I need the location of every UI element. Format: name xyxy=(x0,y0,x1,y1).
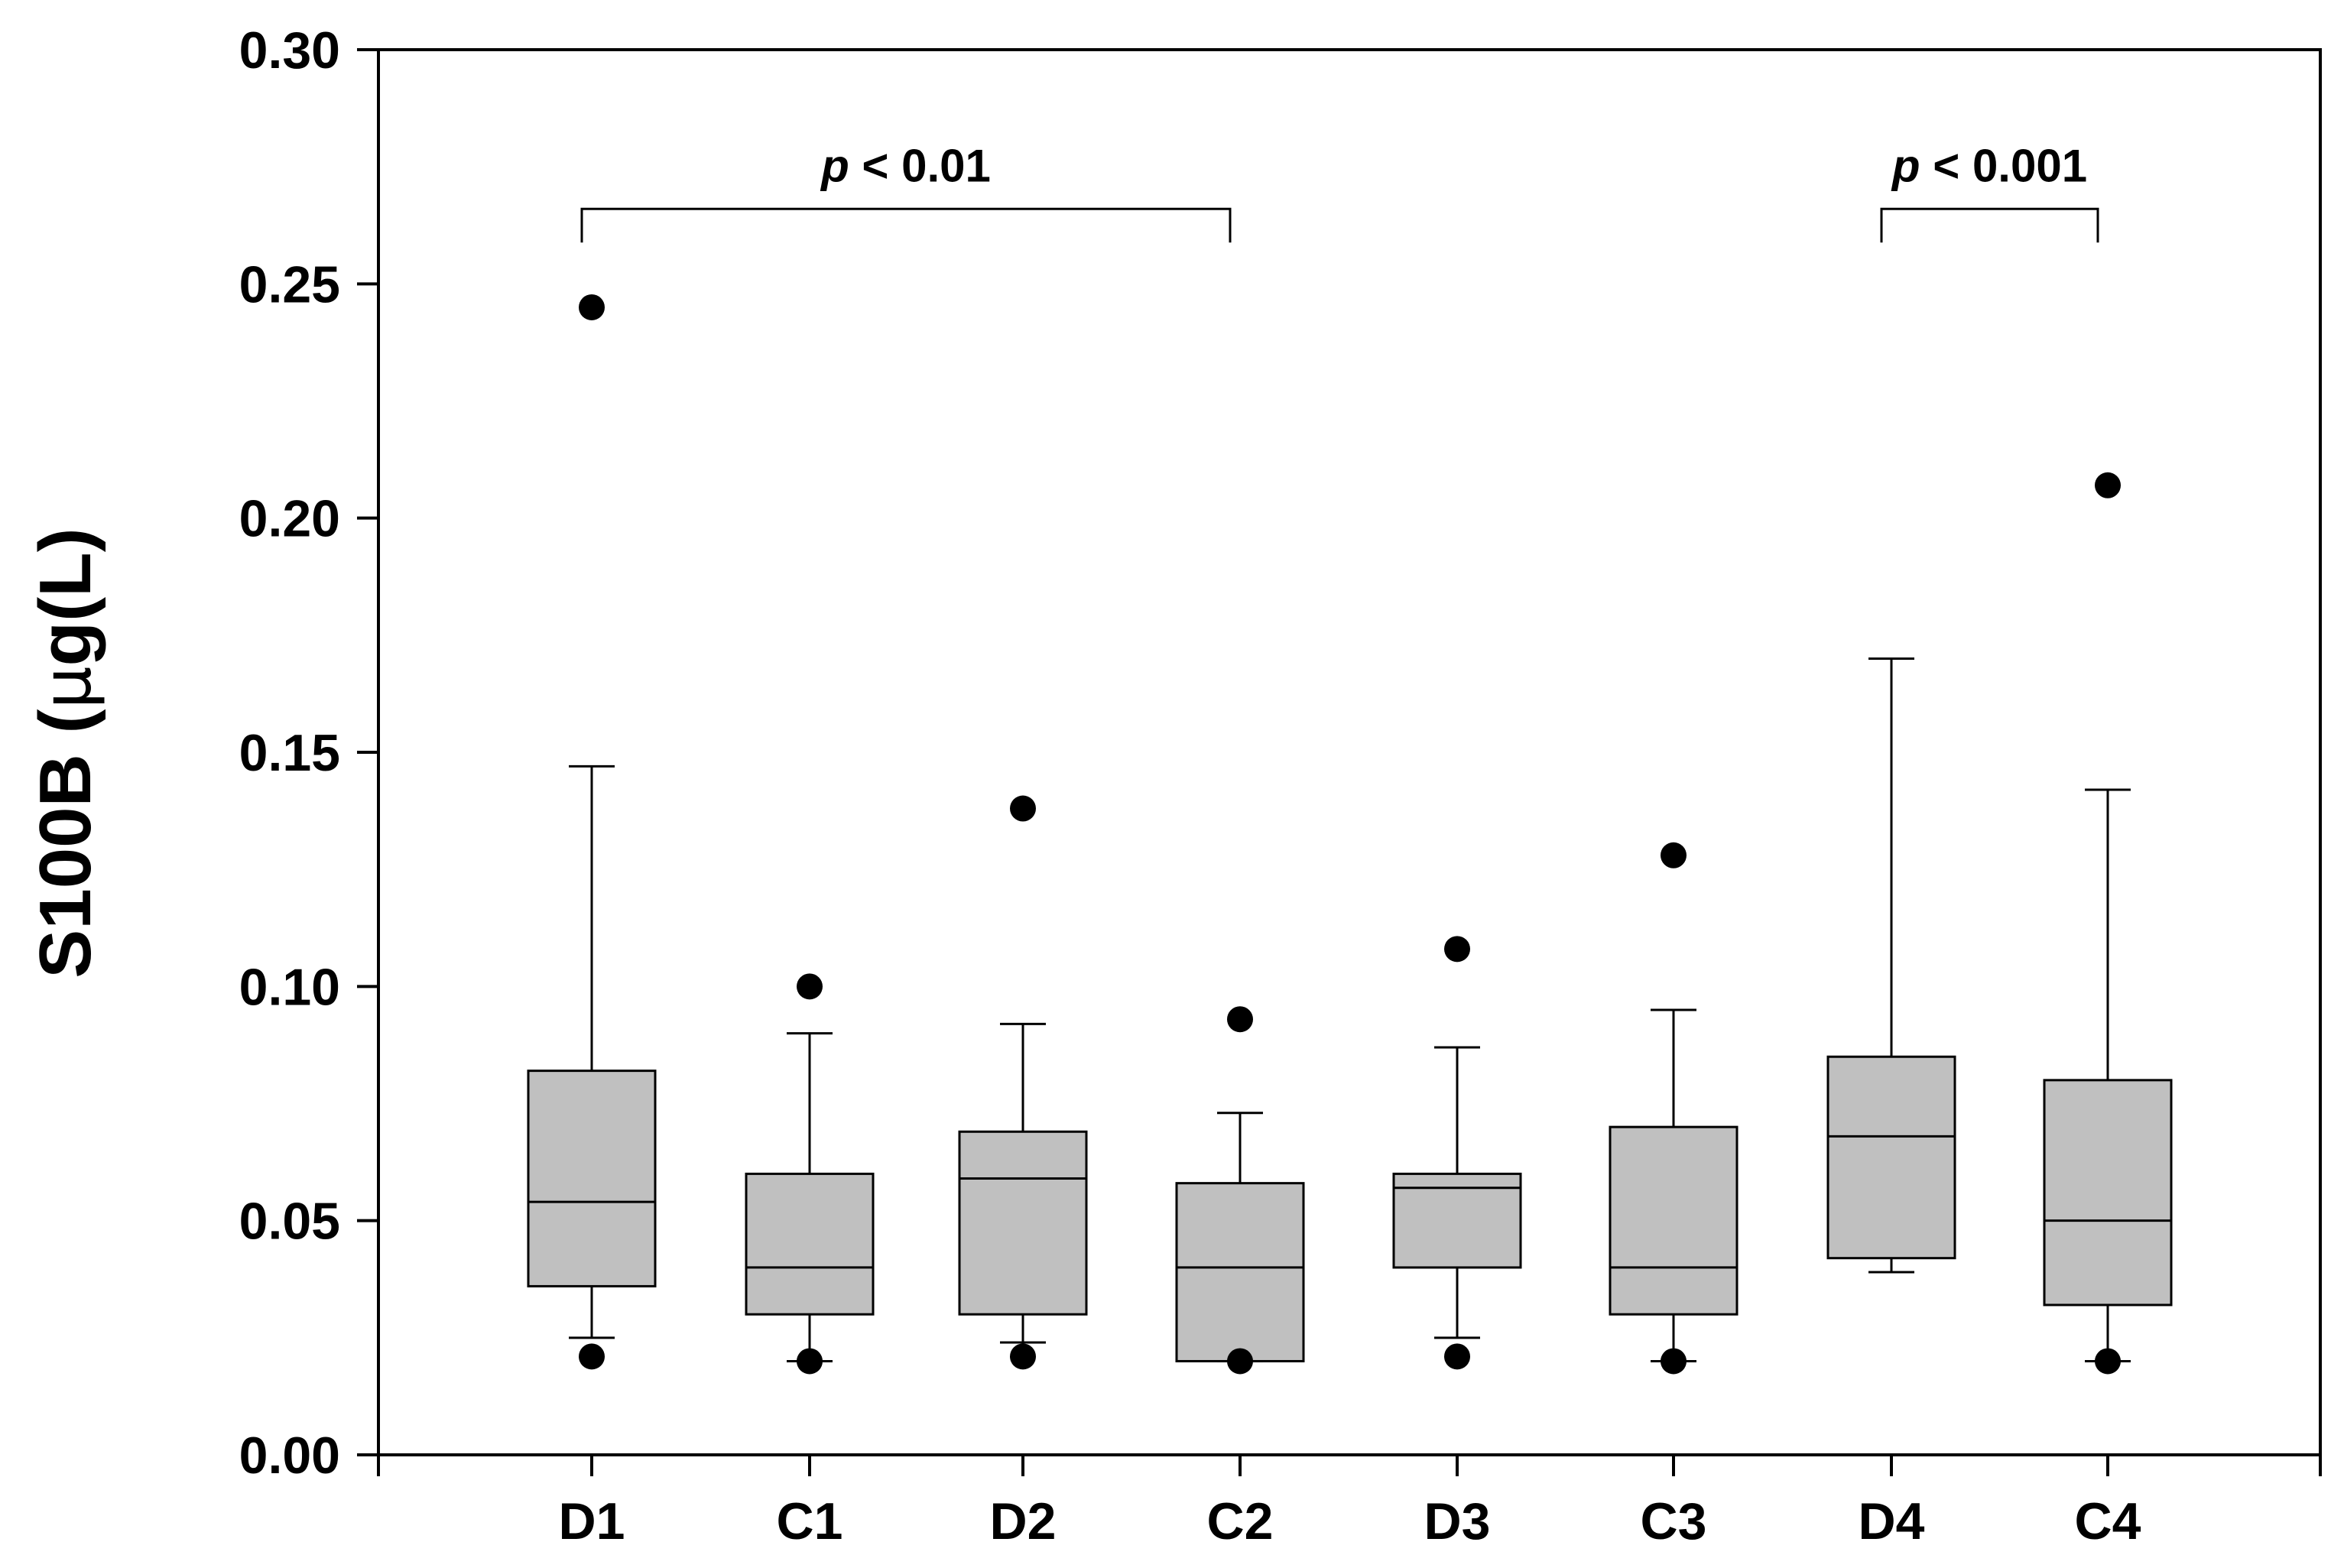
x-category-label: C3 xyxy=(1641,1492,1707,1550)
y-axis-title-main: S100B ( xyxy=(24,709,106,978)
x-category-label: C1 xyxy=(777,1492,843,1550)
outlier-point xyxy=(1010,1343,1036,1370)
y-axis-title-rest: g(L) xyxy=(24,528,106,666)
x-category-label: D3 xyxy=(1424,1492,1491,1550)
iqr-box xyxy=(958,1130,1088,1316)
box-D1 xyxy=(527,294,657,1370)
significance-p: p xyxy=(820,140,849,191)
labels: 0.00 0.05 0.10 0.15 0.20 0.25 0.30 D1 C1 D2 C2 D3 C3… xyxy=(24,21,2141,1550)
box-D4 xyxy=(1826,657,1956,1274)
significance-label: p < 0.01 xyxy=(820,140,991,191)
outlier-point xyxy=(1010,795,1036,822)
iqr-box xyxy=(1826,1055,1956,1260)
iqr-box xyxy=(745,1172,875,1316)
box-C4 xyxy=(2043,472,2173,1375)
outlier-point xyxy=(1227,1006,1253,1033)
iqr-box xyxy=(1175,1182,1305,1362)
outlier-point xyxy=(579,1343,605,1370)
x-category-label: C2 xyxy=(1207,1492,1274,1550)
significance-bracket: p < 0.001 xyxy=(1880,140,2099,243)
bracket-line xyxy=(580,207,1232,243)
outlier-point xyxy=(2095,472,2121,498)
axes xyxy=(357,48,2322,1476)
bracket-line xyxy=(1880,207,2099,243)
outlier-point xyxy=(797,973,823,1000)
box-C2 xyxy=(1175,1006,1305,1375)
iqr-box xyxy=(527,1070,657,1287)
x-category-label: D2 xyxy=(990,1492,1057,1550)
box-D3 xyxy=(1392,936,1522,1370)
outlier-point xyxy=(1444,936,1470,963)
y-axis-title: S100B (μg(L) xyxy=(24,528,106,978)
outlier-point xyxy=(797,1348,823,1375)
iqr-box xyxy=(1609,1125,1739,1316)
iqr-box xyxy=(1392,1172,1522,1269)
y-tick-label: 0.25 xyxy=(239,255,340,313)
significance-p: p xyxy=(1891,140,1920,191)
iqr-box xyxy=(2043,1079,2173,1307)
significance-brackets: p < 0.01 p < 0.001 xyxy=(580,140,2099,243)
outlier-point xyxy=(579,294,605,320)
y-tick-label: 0.15 xyxy=(239,724,340,782)
y-tick-label: 0.00 xyxy=(239,1427,340,1485)
y-tick-label: 0.10 xyxy=(239,958,340,1016)
outlier-point xyxy=(1227,1348,1253,1375)
significance-bracket: p < 0.01 xyxy=(580,140,1232,243)
x-category-label: C4 xyxy=(2075,1492,2141,1550)
outlier-point xyxy=(1444,1343,1470,1370)
outlier-point xyxy=(1661,842,1687,868)
significance-value: < 0.001 xyxy=(1920,140,2088,191)
x-category-label: D1 xyxy=(559,1492,625,1550)
boxes xyxy=(527,294,2173,1375)
box-C3 xyxy=(1609,842,1739,1375)
y-tick-label: 0.05 xyxy=(239,1193,340,1251)
y-axis-title-mu: μ xyxy=(28,667,106,709)
outlier-point xyxy=(1661,1348,1687,1375)
y-tick-label: 0.20 xyxy=(239,490,340,548)
outlier-point xyxy=(2095,1348,2121,1375)
y-tick-label: 0.30 xyxy=(239,21,340,80)
box-C1 xyxy=(745,973,875,1375)
significance-value: < 0.01 xyxy=(849,140,991,191)
significance-label: p < 0.001 xyxy=(1891,140,2087,191)
box-D2 xyxy=(958,795,1088,1370)
plot-frame xyxy=(377,48,2322,1456)
x-category-label: D4 xyxy=(1859,1492,1925,1550)
